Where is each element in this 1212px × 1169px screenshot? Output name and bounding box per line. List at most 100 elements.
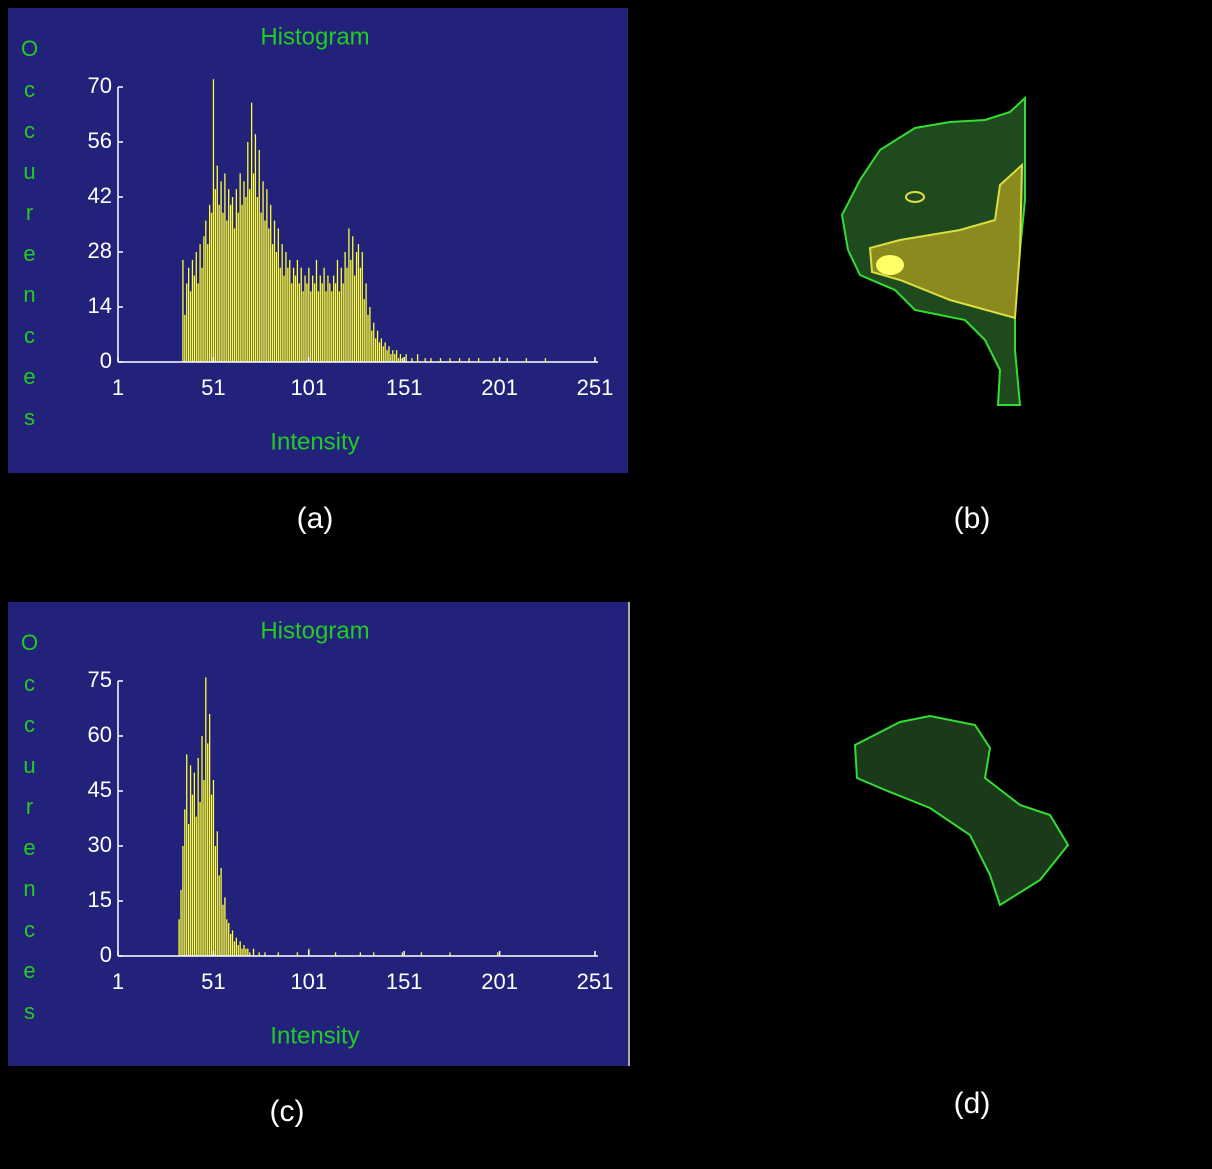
bar	[236, 938, 237, 956]
bar	[201, 736, 202, 956]
bar	[339, 291, 340, 362]
bar	[289, 260, 290, 362]
caption: (a)	[297, 502, 334, 535]
x-tick-label: 151	[386, 969, 423, 994]
bar	[224, 897, 225, 956]
bar	[226, 221, 227, 362]
bar	[285, 252, 286, 362]
bar	[194, 276, 195, 362]
bar	[299, 283, 300, 362]
bar	[312, 276, 313, 362]
bar	[320, 276, 321, 362]
bar	[232, 197, 233, 362]
bar	[287, 268, 288, 362]
bar	[240, 173, 241, 362]
bar	[207, 743, 208, 956]
bar	[249, 189, 250, 362]
y-tick-label: 75	[88, 667, 112, 692]
bar	[323, 268, 324, 362]
bar	[268, 228, 269, 362]
x-tick-label: 251	[577, 375, 614, 400]
bar	[280, 268, 281, 362]
bar	[325, 291, 326, 362]
bar	[199, 802, 200, 956]
bar	[192, 260, 193, 362]
bar	[331, 291, 332, 362]
bar	[369, 307, 370, 362]
bar	[388, 346, 389, 362]
y-tick-label: 30	[88, 832, 112, 857]
bar	[247, 142, 248, 362]
x-tick-label: 51	[201, 375, 225, 400]
bar	[211, 213, 212, 362]
y-tick-label: 28	[88, 238, 112, 263]
bar	[194, 773, 195, 956]
bar	[337, 260, 338, 362]
bar	[343, 283, 344, 362]
bar	[184, 315, 185, 362]
bar	[316, 260, 317, 362]
y-tick-label: 70	[88, 73, 112, 98]
y-tick-label: 42	[88, 183, 112, 208]
bar	[341, 268, 342, 362]
bar	[253, 949, 254, 956]
bar	[196, 252, 197, 362]
x-tick-label: 51	[201, 969, 225, 994]
bar	[198, 758, 199, 956]
y-tick-label: 60	[88, 722, 112, 747]
bar	[396, 350, 397, 362]
bar	[238, 213, 239, 362]
bar	[234, 228, 235, 362]
bar	[209, 205, 210, 362]
bar	[203, 236, 204, 362]
bar	[230, 205, 231, 362]
bar	[190, 291, 191, 362]
bar	[291, 283, 292, 362]
bar	[360, 268, 361, 362]
bar	[365, 283, 366, 362]
bar	[199, 244, 200, 362]
y-axis-label: Occurences	[16, 630, 42, 1040]
bar	[272, 244, 273, 362]
bar	[318, 291, 319, 362]
bar	[362, 252, 363, 362]
bar	[219, 205, 220, 362]
bar	[297, 260, 298, 362]
bar	[240, 941, 241, 956]
x-tick-label: 101	[290, 375, 327, 400]
bar	[186, 283, 187, 362]
bar	[224, 173, 225, 362]
bar	[236, 189, 237, 362]
bar	[190, 765, 191, 956]
bar	[234, 941, 235, 956]
bar	[198, 283, 199, 362]
bar	[230, 934, 231, 956]
bar	[215, 189, 216, 362]
bar	[213, 780, 214, 956]
bar	[281, 244, 282, 362]
bar	[243, 181, 244, 362]
bar	[222, 213, 223, 362]
x-tick-label: 201	[481, 375, 518, 400]
bar	[186, 754, 187, 956]
caption: (d)	[954, 1087, 991, 1120]
bar	[386, 350, 387, 362]
bar	[352, 236, 353, 362]
bar	[217, 166, 218, 362]
bar	[373, 323, 374, 362]
bar	[350, 260, 351, 362]
bar	[220, 181, 221, 362]
bar	[213, 79, 214, 362]
bar	[245, 197, 246, 362]
bar	[302, 291, 303, 362]
canvas: HistogramIntensity0142842567015110115120…	[0, 0, 1212, 1169]
bar	[375, 338, 376, 362]
bar	[222, 905, 223, 956]
y-tick-label: 0	[100, 348, 112, 373]
bar	[184, 809, 185, 956]
bar	[293, 268, 294, 362]
bar	[371, 331, 372, 362]
bar	[322, 283, 323, 362]
bar	[276, 252, 277, 362]
bar	[180, 890, 181, 956]
